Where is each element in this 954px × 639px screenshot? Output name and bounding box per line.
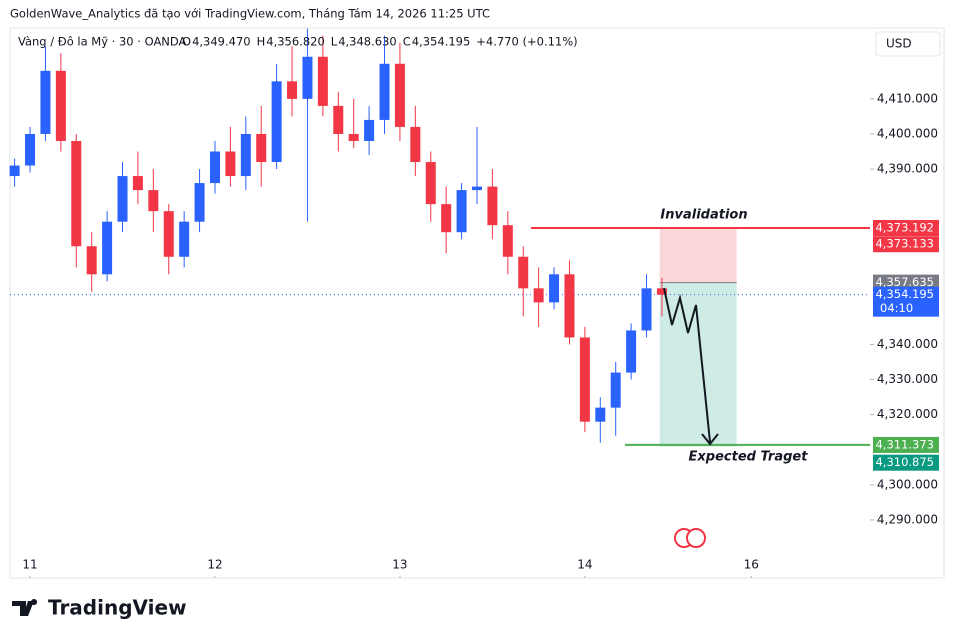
ohlc-item: 4,356.820 — [266, 35, 325, 49]
candle-body — [595, 407, 606, 422]
candle-body — [271, 81, 282, 163]
price-label: 4,310.875 — [875, 455, 934, 469]
candle-body — [209, 151, 220, 184]
x-tick-label: 12 — [207, 558, 222, 572]
candle-body — [549, 274, 560, 303]
candle-body — [471, 186, 482, 191]
candle-body — [86, 246, 97, 275]
candle-body — [179, 221, 190, 257]
candle-body — [102, 221, 113, 275]
candle-body — [302, 56, 313, 99]
candle-body — [502, 225, 513, 257]
brand: TradingView — [48, 596, 187, 620]
candle-body — [163, 211, 174, 257]
price-label: 4,373.192 — [875, 221, 934, 235]
candle-body — [394, 63, 405, 127]
candle-body — [117, 176, 128, 222]
price-label-box — [873, 454, 939, 471]
candle-body — [9, 165, 20, 177]
candle-body — [148, 190, 159, 212]
level-annotation: Invalidation — [660, 208, 747, 223]
logo — [12, 599, 38, 616]
candle-body — [610, 372, 621, 408]
price-label: 4,311.373 — [875, 437, 934, 451]
risk-zone — [659, 228, 737, 283]
reward-zone — [659, 282, 737, 447]
y-tick-label: 4,330.000 — [877, 372, 938, 386]
candle-body — [425, 162, 436, 205]
price-label-box — [873, 220, 939, 237]
x-tick-label: 16 — [744, 558, 759, 572]
y-tick-label: 4,410.000 — [877, 91, 938, 105]
candle-body — [533, 288, 544, 303]
y-tick-label: 4,400.000 — [877, 126, 938, 140]
ohlc: O 4,349.470 H 4,356.820 L 4,348.630 C 4,354.195… — [182, 35, 578, 49]
y-tick-label: 4,300.000 — [877, 477, 938, 491]
ohlc-item: 4,348.630 — [338, 35, 397, 49]
ohlc-item: 4,354.195 — [412, 35, 471, 49]
projection-arrow — [663, 287, 719, 446]
symbol: Vàng / Đô la Mỹ · 30 · OANDA — [18, 35, 187, 49]
candle-body — [410, 126, 421, 163]
candle-body — [441, 204, 452, 233]
flag-icons — [674, 528, 706, 548]
x-tick-label: 13 — [392, 558, 407, 572]
y-tick-label: 4,320.000 — [877, 407, 938, 421]
candle-body — [317, 56, 328, 106]
price-label-box — [873, 436, 939, 453]
candle-body — [348, 133, 359, 141]
candle-body — [518, 256, 529, 289]
ohlc-item: H — [257, 35, 266, 49]
level-annotation: Expected Traget — [689, 449, 809, 464]
x-tick-label: 11 — [22, 558, 37, 572]
ohlc-item: O — [182, 35, 191, 49]
countdown: 04:10 — [880, 301, 913, 315]
ohlc-item: 4,349.470 — [192, 35, 251, 49]
y-tick-label: 4,390.000 — [877, 162, 938, 176]
ohlc-item: C — [403, 35, 411, 49]
candle-body — [379, 63, 390, 120]
candle-body — [256, 133, 267, 163]
candle-body — [656, 288, 667, 295]
candle-body — [194, 183, 205, 222]
x-tick-label: 14 — [577, 558, 592, 572]
candle-body — [364, 119, 375, 141]
credit: GoldenWave_Analytics đã tạo với TradingV… — [10, 7, 490, 21]
candle-body — [333, 105, 344, 134]
candle-body — [487, 186, 498, 226]
currency[interactable]: USD — [886, 37, 912, 51]
ohlc-item: +4.770 (+0.11%) — [476, 35, 577, 49]
candle-body — [71, 140, 82, 247]
candle-body — [25, 133, 36, 166]
candle-body — [564, 274, 575, 338]
y-tick-label: 4,290.000 — [877, 512, 938, 526]
candle-body — [240, 133, 251, 177]
ohlc-item: L — [331, 35, 338, 49]
plot: 4,290.000 4,300.000 4,320.000 4,330.000 4,34… — [9, 28, 938, 578]
y-tick-label: 4,340.000 — [877, 337, 938, 351]
currency-box[interactable] — [875, 31, 941, 57]
candle-body — [641, 288, 652, 331]
candle-body — [456, 190, 467, 233]
chart-frame — [9, 27, 945, 579]
price-label-box — [873, 286, 939, 317]
price-label: 4,373.133 — [875, 237, 934, 251]
candle-body — [225, 151, 236, 177]
price-label-box — [873, 274, 939, 291]
price-label: 4,354.195 — [875, 287, 934, 301]
candle-body — [287, 81, 298, 99]
price-label: 4,357.635 — [875, 275, 934, 289]
candle-body — [579, 337, 590, 422]
candle-body — [626, 330, 637, 373]
price-label-box — [873, 236, 939, 253]
candle-body — [132, 176, 143, 191]
candle-body — [55, 70, 66, 141]
candle-body — [40, 70, 51, 134]
